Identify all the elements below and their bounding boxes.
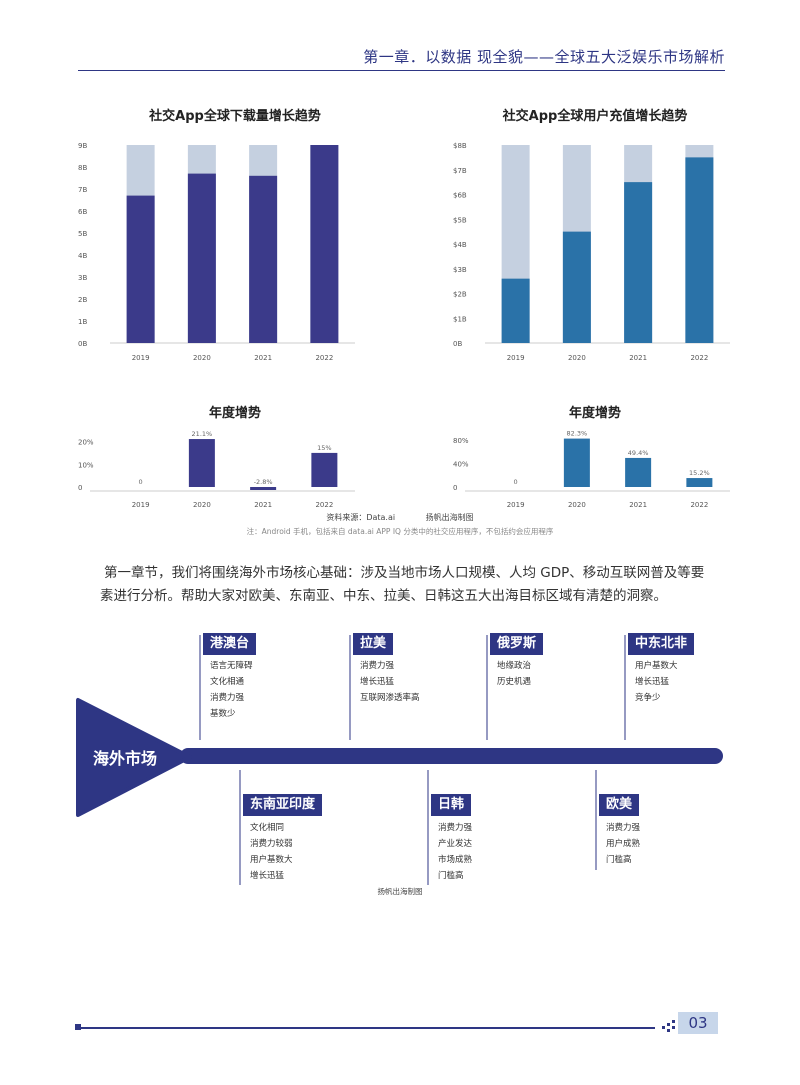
data-label: 21.1% — [192, 430, 213, 438]
y-tick-label: 1B — [78, 318, 87, 326]
header-divider — [78, 70, 725, 71]
bar — [562, 231, 591, 343]
x-tick-label: 2020 — [193, 354, 211, 362]
page-number: 03 — [678, 1012, 718, 1034]
region-southeast-asia-india-items: 文化相同 消费力较弱 用户基数大 增长迅猛 — [250, 823, 293, 881]
x-tick-label: 2019 — [132, 354, 150, 362]
bar — [250, 487, 277, 490]
y-tick-label: 80% — [453, 437, 469, 445]
region-russia: 俄罗斯 — [490, 633, 544, 655]
data-label: 15.2% — [689, 469, 710, 477]
x-tick-label: 2022 — [315, 354, 333, 362]
region-southeast-asia-india: 东南亚印度 — [243, 794, 323, 816]
y-tick-label: 0B — [453, 340, 462, 348]
data-label: 15% — [317, 444, 331, 452]
bar — [126, 195, 155, 343]
y-tick-label: $8B — [453, 142, 467, 150]
chart-title-growth-revenue: 年度增势 — [568, 406, 621, 421]
region-mena: 中东北非 — [628, 633, 695, 655]
revenue-bar-chart: 0B $1B $2B $3B $4B $5B $6B $7B $8B 2019 2020 2021 20… — [453, 142, 730, 362]
growth-revenue-bar-chart: 0 40% 80% 0 2019 82.3% 2020 49.4% 2021 15.2% 2022 — [453, 430, 730, 509]
data-source: 资料来源：Data.ai 扬帆出海制图 — [0, 512, 800, 523]
region-hk-macau-taiwan-items: 语言无障碍 文化相通 消费力强 基数少 — [210, 661, 253, 719]
footer-dots-decoration — [662, 1020, 675, 1032]
x-tick-label: 2022 — [690, 501, 708, 509]
x-tick-label: 2019 — [132, 501, 150, 509]
x-tick-label: 2020 — [568, 354, 586, 362]
y-tick-label: 2B — [78, 296, 87, 304]
growth-downloads-bar-chart: 0 10% 20% 0 2019 21.1% 2020 -2.8% 2021 15% 2022 — [78, 430, 355, 509]
bar — [249, 175, 278, 343]
bar — [311, 452, 338, 487]
bar — [187, 173, 216, 343]
data-label: -2.8% — [254, 478, 273, 486]
overseas-market-label: 海外市场 — [92, 749, 157, 768]
bar — [624, 182, 653, 343]
x-tick-label: 2021 — [629, 354, 647, 362]
bar — [563, 438, 590, 487]
region-latin-america: 拉美 — [353, 633, 394, 655]
chapter-header: 第一章．以数据 现全貌——全球五大泛娱乐市场解析 — [363, 48, 725, 66]
y-tick-label: 3B — [78, 274, 87, 282]
y-tick-label: $4B — [453, 241, 467, 249]
y-tick-label: 4B — [78, 252, 87, 260]
bar — [310, 145, 339, 343]
source-label: 资料来源：Data.ai — [326, 513, 396, 522]
region-mena-items: 用户基数大 增长迅猛 竞争少 — [635, 661, 678, 703]
diagram-caption: 扬帆出海制图 — [377, 887, 423, 896]
data-label: 0 — [514, 478, 518, 486]
region-hk-macau-taiwan: 港澳台 — [203, 633, 257, 655]
intro-paragraph: 第一章节，我们将围绕海外市场核心基础：涉及当地市场人口规模、人均 GDP、移动互… — [100, 565, 705, 604]
bar — [625, 457, 652, 487]
y-tick-label: 20% — [78, 439, 94, 447]
y-tick-label: $2B — [453, 291, 467, 299]
y-tick-label: 10% — [78, 461, 94, 469]
y-tick-label: $6B — [453, 192, 467, 200]
region-latin-america-items: 消费力强 增长迅猛 互联网渗透率高 — [360, 661, 420, 703]
y-tick-label: 0 — [78, 484, 82, 492]
y-tick-label: 0B — [78, 340, 87, 348]
x-tick-label: 2022 — [690, 354, 708, 362]
y-tick-label: 0 — [453, 484, 457, 492]
data-label: 0 — [139, 478, 143, 486]
region-japan-korea-items: 消费力强 产业发达 市场成熟 门槛高 — [438, 823, 473, 881]
x-tick-label: 2022 — [315, 501, 333, 509]
y-tick-label: 6B — [78, 208, 87, 216]
bar — [685, 157, 714, 343]
y-tick-label: $3B — [453, 266, 467, 274]
bar — [501, 278, 530, 343]
y-tick-label: 8B — [78, 164, 87, 172]
chart-note: 注：Android 手机，包括来自 data.ai APP IQ 分类中的社交应… — [246, 527, 554, 536]
footer-rule — [80, 1027, 655, 1029]
y-tick-label: 9B — [78, 142, 87, 150]
downloads-bar-chart: 0B 1B 2B 3B 4B 5B 6B 7B 8B 9B 2019 2020 2021 2022 — [78, 142, 355, 362]
market-diagram-graphic — [76, 635, 723, 885]
x-tick-label: 2021 — [629, 501, 647, 509]
bar — [686, 478, 713, 487]
y-tick-label: $7B — [453, 167, 467, 175]
source-credit: 扬帆出海制图 — [425, 513, 474, 522]
region-russia-items: 地缘政治 历史机遇 — [497, 661, 532, 687]
region-japan-korea: 日韩 — [431, 794, 472, 816]
chart-title-growth-downloads: 年度增势 — [208, 406, 261, 421]
region-europe-america: 欧美 — [599, 794, 640, 816]
y-tick-label: 7B — [78, 186, 87, 194]
y-tick-label: $1B — [453, 315, 467, 323]
x-tick-label: 2021 — [254, 354, 272, 362]
region-europe-america-items: 消费力强 用户成熟 门槛高 — [606, 823, 641, 865]
x-tick-label: 2021 — [254, 501, 272, 509]
chart-title-downloads: 社交App全球下载量增长趋势 — [149, 109, 321, 124]
data-label: 82.3% — [567, 430, 588, 438]
bar — [188, 439, 215, 487]
x-tick-label: 2019 — [507, 501, 525, 509]
chart-title-revenue: 社交App全球用户充值增长趋势 — [502, 109, 688, 124]
data-label: 49.4% — [628, 449, 649, 457]
y-tick-label: 40% — [453, 460, 469, 468]
footer-square — [75, 1024, 81, 1030]
x-tick-label: 2019 — [507, 354, 525, 362]
y-tick-label: 5B — [78, 230, 87, 238]
x-tick-label: 2020 — [193, 501, 211, 509]
y-tick-label: $5B — [453, 216, 467, 224]
x-tick-label: 2020 — [568, 501, 586, 509]
